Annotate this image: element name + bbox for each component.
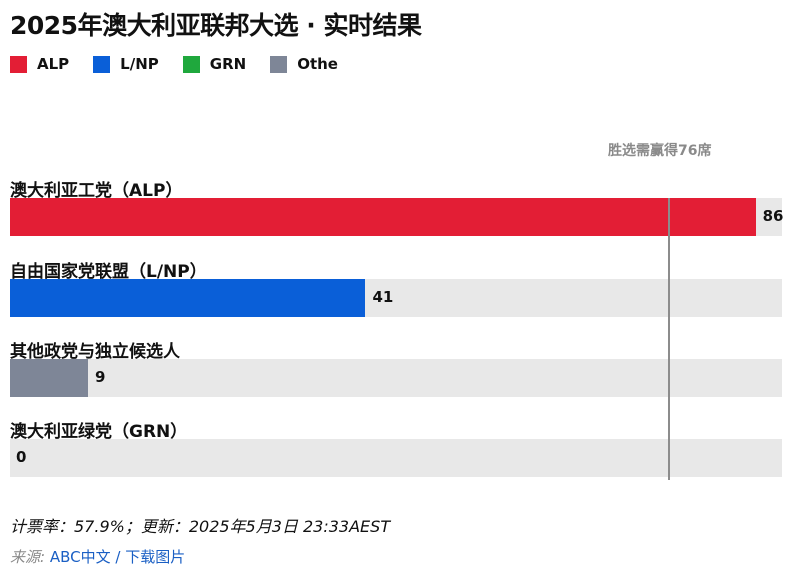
legend-item-alp: ALP — [10, 55, 69, 73]
bar-value-label: 0 — [16, 448, 27, 466]
legend-label: ALP — [37, 55, 70, 73]
page-title: 2025年澳大利亚联邦大选 · 实时结果 — [10, 11, 422, 40]
download-image-link[interactable]: 下载图片 — [125, 548, 186, 566]
bar — [10, 279, 366, 317]
legend-item-other: Othe — [270, 55, 338, 73]
count-status: 计票率：57.9%；更新：2025年5月3日 23:33AEST — [10, 517, 391, 536]
bar-label: 澳大利亚工党（ALP） — [10, 181, 183, 201]
bar-label: 其他政党与独立候选人 — [10, 342, 180, 362]
source-label: 来源: — [10, 548, 46, 566]
bar-track: 9 — [10, 359, 782, 397]
bar-label: 自由国家党联盟（L/NP） — [10, 262, 207, 282]
bar — [10, 359, 89, 397]
source-line: 来源: ABC中文 / 下载图片 — [10, 546, 185, 567]
majority-label: 胜选需赢得76席 — [608, 143, 712, 159]
bar-track: 41 — [10, 279, 782, 317]
bar-value-label: 86 — [762, 207, 784, 225]
bar-value-label: 41 — [372, 288, 394, 306]
legend-swatch — [93, 55, 111, 73]
bar-value-label: 9 — [95, 368, 106, 386]
legend: ALP L/NP GRN Othe — [10, 55, 362, 73]
legend-swatch — [10, 55, 27, 73]
bar-track: 0 — [10, 439, 782, 477]
source-link[interactable]: ABC中文 — [49, 548, 111, 566]
legend-swatch — [270, 55, 288, 73]
legend-item-lnp: L/NP — [93, 55, 159, 73]
bar-label: 澳大利亚绿党（GRN） — [10, 422, 188, 442]
separator: / — [115, 548, 121, 566]
bar — [10, 198, 756, 236]
majority-line — [667, 198, 670, 480]
legend-label: Othe — [297, 55, 338, 73]
legend-label: L/NP — [120, 55, 159, 73]
legend-label: GRN — [209, 55, 247, 73]
legend-item-grn: GRN — [182, 55, 247, 73]
bar-track: 86 — [10, 198, 784, 236]
legend-swatch — [182, 55, 200, 73]
